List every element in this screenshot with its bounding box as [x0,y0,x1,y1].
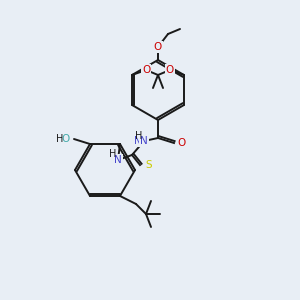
Text: H: H [109,149,117,159]
Text: O: O [177,138,185,148]
Text: O: O [62,134,70,144]
Text: N: N [134,136,142,146]
Text: H: H [135,131,143,141]
Text: H: H [134,136,142,146]
Text: S: S [146,160,152,170]
Text: O: O [142,65,150,75]
Text: N: N [114,155,122,165]
Text: O: O [154,42,162,52]
Text: N: N [140,136,148,146]
Text: O: O [166,65,174,75]
Text: H: H [56,134,64,144]
